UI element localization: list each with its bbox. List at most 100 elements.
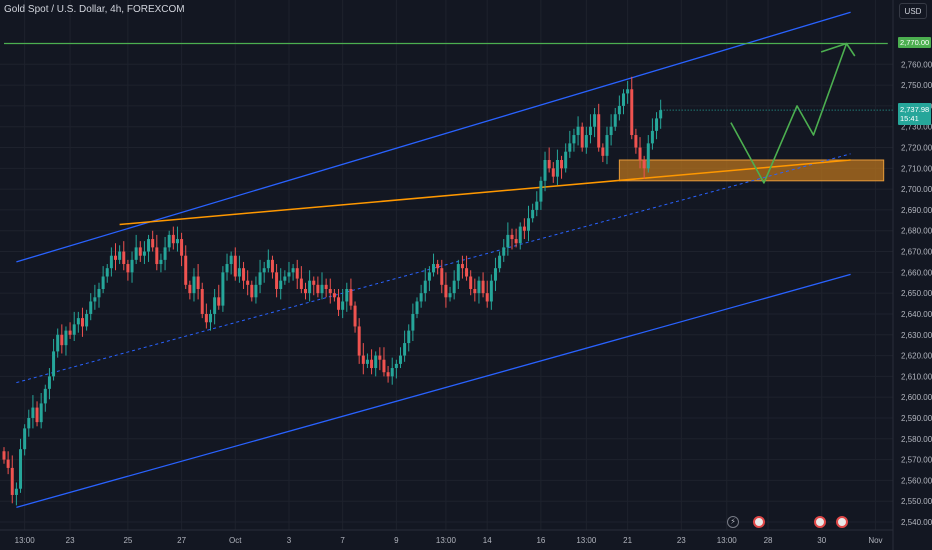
candle (308, 270, 312, 302)
candle (287, 261, 291, 283)
candle-body (180, 239, 184, 256)
candle (6, 451, 10, 475)
symbol-title: Gold Spot / U.S. Dollar, 4h, FOREXCOM (4, 4, 185, 15)
candle-body (642, 160, 646, 169)
candle-body (634, 135, 638, 148)
price-tick-label: 2,600.00 (901, 393, 932, 402)
candle (254, 276, 258, 304)
candle-body (275, 272, 279, 289)
candle-body (295, 268, 299, 279)
candle-body (184, 255, 188, 285)
candle-body (365, 359, 369, 364)
candle-body (192, 276, 196, 294)
candle (118, 245, 122, 265)
candle-body (233, 255, 237, 277)
currency-button[interactable]: USD (899, 3, 927, 19)
us-flag-icon[interactable] (814, 516, 826, 528)
candle (514, 228, 518, 248)
upper-channel (16, 11, 851, 263)
lightning-icon[interactable]: ⚡ (727, 516, 739, 528)
candle (361, 343, 365, 375)
time-axis: 13:00 23 25 27 Oct 3 7 9 13:00 14 16 13:00 21 23 13:00… (0, 529, 893, 545)
candle-body (473, 288, 477, 294)
candle-body (650, 130, 654, 144)
candle-body (175, 239, 179, 244)
candle (233, 247, 237, 281)
candle-body (76, 318, 80, 325)
candle (510, 228, 514, 250)
price-tick-label: 2,620.00 (901, 352, 932, 361)
candle-body (312, 280, 316, 285)
candle (39, 393, 43, 429)
candle-body (64, 330, 68, 346)
candle (460, 255, 464, 279)
candle (283, 270, 287, 285)
candle (642, 155, 646, 179)
candle (560, 155, 564, 179)
candle-body (456, 264, 460, 281)
us-flag-icon[interactable] (753, 516, 765, 528)
candle-body (6, 459, 10, 468)
candle-body (506, 234, 510, 248)
candle (403, 330, 407, 362)
candle-body (266, 259, 270, 269)
candle (275, 264, 279, 298)
candle-body (398, 355, 402, 364)
time-tick-label: 14 (483, 536, 492, 545)
candle-body (605, 135, 609, 156)
candle-body (10, 467, 14, 495)
candle (105, 264, 109, 283)
time-tick-label: 13:00 (436, 536, 457, 545)
candle (175, 226, 179, 252)
candle (72, 311, 76, 342)
candle-body (353, 305, 357, 327)
resistance-price-tag: 2,770.00 (898, 37, 932, 48)
candle (617, 95, 621, 121)
candle-body (14, 488, 18, 495)
time-tick-label: 7 (340, 536, 345, 545)
candle (337, 288, 341, 317)
candle-body (432, 264, 436, 273)
candle-body (469, 276, 473, 289)
candle (597, 103, 601, 152)
candle-body (35, 407, 39, 423)
candle (213, 288, 217, 325)
candle-body (109, 255, 113, 269)
candle-body (531, 209, 535, 219)
candle-body (279, 280, 283, 289)
price-tick-label: 2,540.00 (901, 518, 932, 527)
candle (47, 368, 51, 400)
candle (659, 99, 663, 129)
candle-body (580, 126, 584, 148)
candle-body (535, 201, 539, 210)
candle (593, 107, 597, 138)
candle-body (163, 247, 167, 260)
candle-body (568, 143, 572, 152)
candle-body (510, 234, 514, 240)
price-tick-label: 2,700.00 (901, 185, 932, 194)
candle-body (27, 417, 31, 429)
price-tick-label: 2,640.00 (901, 310, 932, 319)
time-tick-label: 25 (123, 536, 132, 545)
candle-body (246, 280, 250, 285)
candle (324, 278, 328, 298)
candle (328, 278, 332, 304)
candle-body (560, 160, 564, 169)
candle (204, 303, 208, 329)
candle (299, 266, 303, 294)
price-tick-label: 2,580.00 (901, 435, 932, 444)
candle-body (448, 293, 452, 298)
candle-body (465, 268, 469, 277)
price-tick-label: 2,730.00 (901, 123, 932, 132)
current-price-value: 2,737.98 (900, 105, 930, 114)
candle-body (357, 326, 361, 356)
candle-body (374, 355, 378, 369)
candle-body (229, 255, 233, 265)
candle-body (638, 147, 642, 161)
projected-path (730, 42, 856, 184)
us-flag-icon[interactable] (836, 516, 848, 528)
candle (601, 143, 605, 163)
candle-body (337, 297, 341, 310)
candle-body (167, 234, 171, 248)
